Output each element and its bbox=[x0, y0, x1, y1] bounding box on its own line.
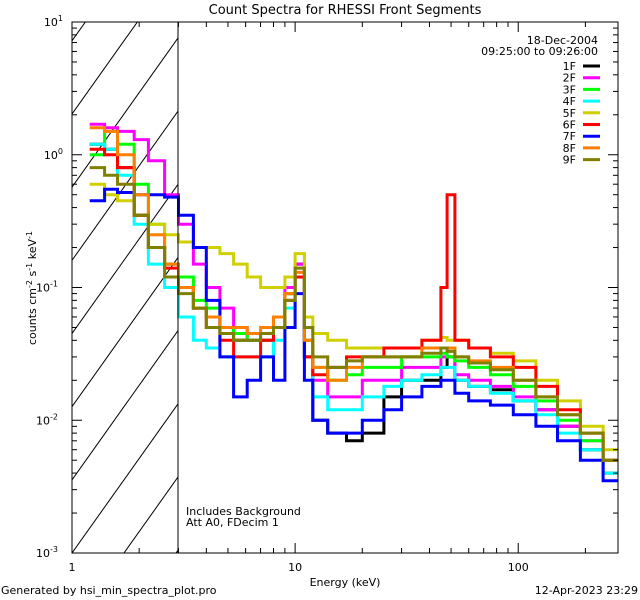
series-group bbox=[89, 122, 618, 483]
hatch-line bbox=[72, 329, 178, 481]
hatch-line bbox=[72, 256, 178, 408]
legend-label-7F: 7F bbox=[563, 130, 576, 143]
y-tick-label: 101 bbox=[44, 14, 63, 29]
legend-date: 18-Dec-2004 bbox=[527, 34, 598, 47]
y-axis-label: counts cm-2 s-1 keV-1 bbox=[25, 231, 39, 345]
annotation-background: Includes Background bbox=[186, 505, 301, 518]
y-tick-label: 10-3 bbox=[36, 545, 58, 560]
hatch-line bbox=[332, 0, 640, 553]
legend-label-4F: 4F bbox=[563, 95, 576, 108]
hatch-line bbox=[72, 22, 86, 42]
hatch-line bbox=[72, 110, 178, 262]
legend-label-2F: 2F bbox=[563, 72, 576, 85]
hatch-line bbox=[0, 0, 4, 553]
x-tick-label: 1 bbox=[69, 561, 76, 574]
hatch-line bbox=[436, 0, 640, 553]
y-tick-label: 100 bbox=[44, 147, 63, 162]
series-4F bbox=[89, 142, 618, 475]
hatch-line bbox=[72, 402, 178, 553]
hatch-line bbox=[592, 0, 640, 553]
series-5F bbox=[89, 182, 618, 452]
legend-label-3F: 3F bbox=[563, 83, 576, 96]
hatch-line bbox=[280, 0, 640, 553]
hatch-line bbox=[72, 37, 178, 189]
axis-ticks: 1 10 100 10-3 10-2 10-1 100 101 bbox=[36, 14, 618, 574]
hatch-line bbox=[72, 183, 178, 335]
x-tick-label: 100 bbox=[508, 561, 529, 574]
hatched-region bbox=[0, 0, 640, 553]
x-tick-label: 10 bbox=[288, 561, 302, 574]
x-axis-label: Energy (keV) bbox=[310, 576, 381, 589]
annotation-attenuator: Att A0, FDecim 1 bbox=[186, 516, 279, 529]
hatch-line bbox=[540, 0, 640, 553]
legend-label-9F: 9F bbox=[563, 154, 576, 167]
plot-frame bbox=[71, 21, 619, 554]
legend-label-1F: 1F bbox=[563, 60, 576, 73]
hatch-line bbox=[72, 22, 138, 115]
legend-time-range: 09:25:00 to 09:26:00 bbox=[481, 45, 598, 58]
y-tick-label: 10-2 bbox=[36, 412, 58, 427]
legend-label-6F: 6F bbox=[563, 119, 576, 132]
legend-label-8F: 8F bbox=[563, 142, 576, 155]
footer-timestamp: 12-Apr-2023 23:29 bbox=[535, 584, 638, 597]
hatch-line bbox=[175, 549, 178, 553]
y-tick-label: 10-1 bbox=[36, 280, 58, 295]
legend-label-5F: 5F bbox=[563, 107, 576, 120]
chart-title: Count Spectra for RHESSI Front Segments bbox=[209, 3, 482, 18]
footer-generated-by: Generated by hsi_min_spectra_plot.pro bbox=[1, 584, 217, 597]
